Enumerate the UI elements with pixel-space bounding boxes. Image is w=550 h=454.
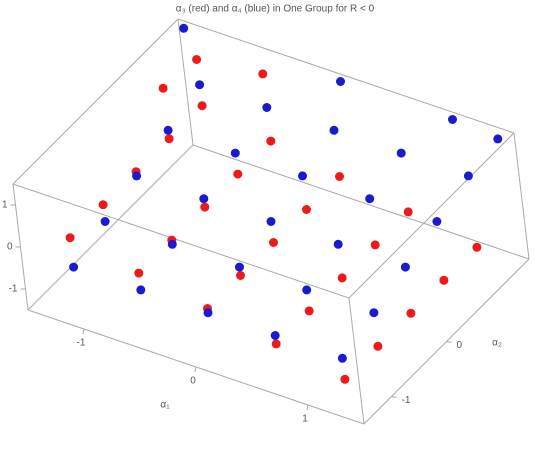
- point: [262, 103, 272, 112]
- point: [266, 136, 276, 146]
- point: [403, 207, 413, 217]
- point: [439, 275, 449, 285]
- y-tick: [391, 396, 397, 398]
- point: [203, 308, 213, 318]
- point: [337, 353, 347, 363]
- chart-title: α₃ (red) and α₄ (blue) in One Group for …: [176, 4, 375, 15]
- box-edge: [12, 18, 179, 185]
- point: [167, 239, 177, 249]
- point: [269, 238, 278, 247]
- point: [336, 77, 345, 86]
- x-tick: [306, 404, 309, 411]
- x-tick: [82, 328, 85, 335]
- box-edge: [513, 132, 530, 260]
- point: [197, 101, 207, 111]
- point: [233, 169, 243, 179]
- x-tick-label: -1: [77, 338, 86, 349]
- point: [406, 308, 416, 318]
- x-axis-label: α₁: [160, 400, 170, 411]
- point: [192, 55, 202, 64]
- z-tick-label: 1: [2, 200, 8, 211]
- box-edge: [12, 183, 350, 299]
- point: [98, 200, 108, 210]
- point: [134, 268, 144, 278]
- point: [136, 285, 146, 295]
- box-edge: [348, 132, 515, 299]
- point: [335, 172, 344, 181]
- x-tick-label: 1: [302, 414, 308, 425]
- point: [369, 308, 379, 318]
- point: [396, 148, 406, 158]
- box-edge: [27, 144, 194, 311]
- point: [266, 217, 276, 226]
- point: [235, 262, 244, 272]
- y-tick-label: 0: [457, 340, 463, 351]
- point: [163, 125, 173, 135]
- point: [370, 240, 380, 250]
- point: [304, 306, 314, 316]
- point: [100, 217, 110, 226]
- point: [329, 125, 339, 135]
- point: [373, 341, 383, 351]
- point: [179, 23, 189, 33]
- box-edge: [177, 18, 515, 134]
- z-tick-label: 0: [7, 242, 13, 253]
- point: [69, 262, 79, 272]
- point: [400, 262, 410, 272]
- point: [302, 205, 311, 214]
- y-tick-label: -1: [402, 395, 411, 406]
- point: [200, 202, 210, 212]
- point: [158, 83, 168, 93]
- point: [65, 233, 75, 243]
- y-axis-label: α₂: [492, 338, 502, 349]
- point: [365, 194, 375, 204]
- point: [164, 134, 174, 144]
- point: [340, 374, 350, 384]
- point: [298, 171, 307, 181]
- point: [337, 273, 347, 283]
- box-edge: [348, 297, 365, 425]
- z-tick-label: -1: [9, 284, 18, 295]
- point: [199, 194, 209, 204]
- point: [472, 242, 482, 252]
- point: [271, 339, 281, 349]
- point: [493, 134, 503, 144]
- point: [432, 217, 442, 226]
- box-edge: [192, 144, 530, 260]
- point: [258, 69, 268, 79]
- point: [333, 239, 343, 249]
- point: [230, 148, 240, 158]
- point: [270, 331, 280, 340]
- point: [463, 171, 473, 181]
- y-tick: [446, 341, 452, 343]
- point: [195, 80, 205, 90]
- point: [236, 271, 245, 280]
- x-tick-label: 0: [190, 376, 196, 387]
- point: [448, 115, 457, 124]
- x-tick: [194, 366, 197, 373]
- point: [132, 171, 142, 181]
- point: [302, 285, 312, 295]
- box-edge: [177, 18, 194, 146]
